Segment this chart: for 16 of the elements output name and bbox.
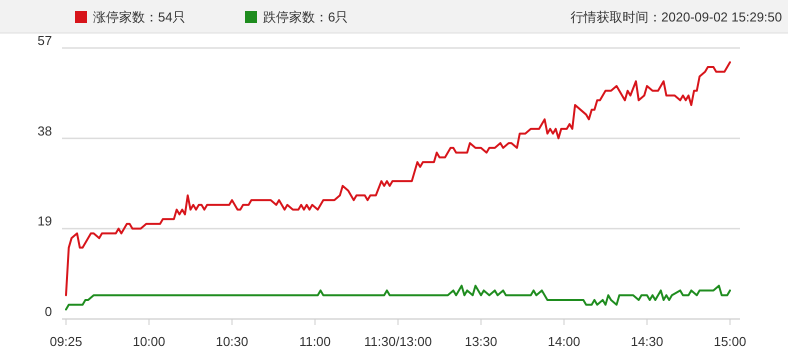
x-tick-label: 11:00 [299,334,331,349]
y-tick-label: 19 [38,214,52,229]
x-tick-label: 11:30/13:00 [364,334,432,349]
x-tick-label: 14:00 [548,334,580,349]
y-tick-label: 57 [38,33,52,48]
x-tick-label: 09:25 [50,334,82,349]
x-tick-label: 15:00 [714,334,746,349]
y-tick-label: 38 [38,123,52,138]
legend-label: 跌停家数：6只 [263,10,348,24]
x-tick-label: 10:00 [132,334,166,349]
x-tick-label: 14:30 [630,334,664,349]
legend-label: 涨停家数：54只 [93,10,186,24]
x-tick-label: 13:30 [464,334,498,349]
y-tick-label: 0 [44,304,52,319]
text: 行情获取时间：2020-09-02 15:29:50 [570,10,782,24]
x-tick-label: 10:30 [216,334,248,349]
